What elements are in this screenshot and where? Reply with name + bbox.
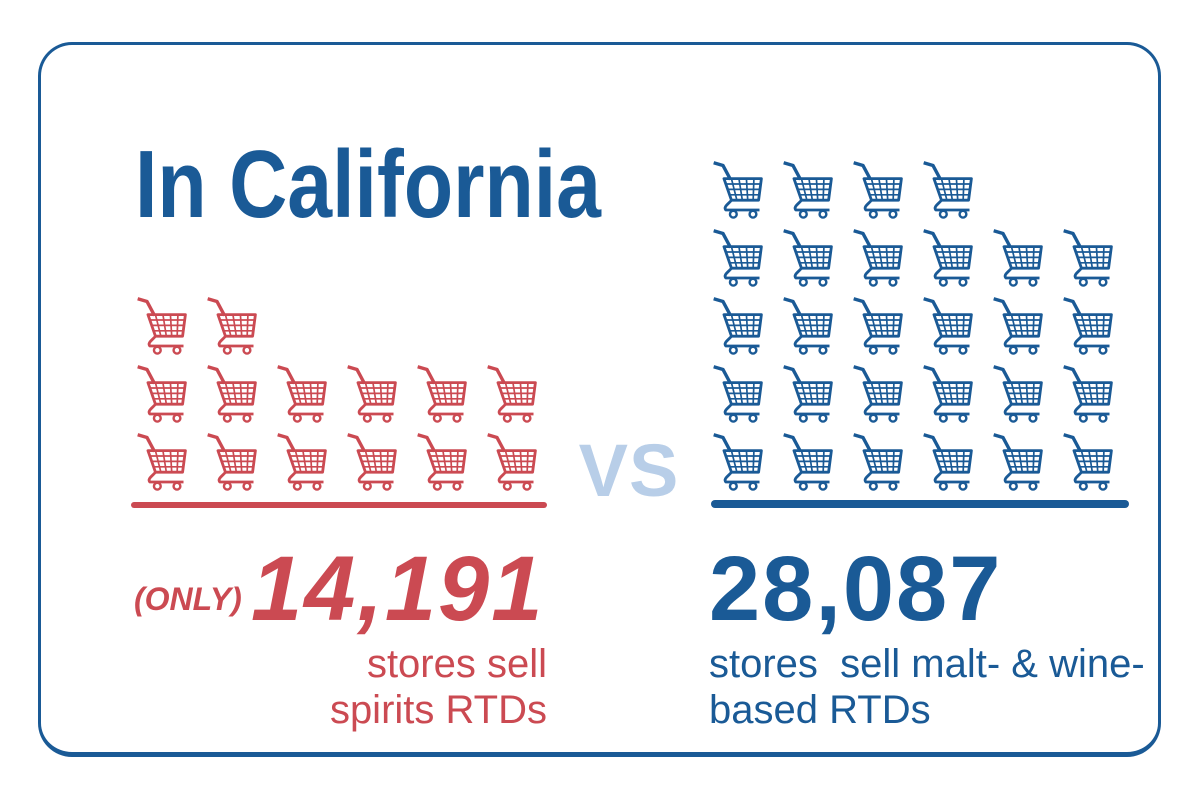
malt-wine-count: 28,087 [709, 538, 1003, 640]
shopping-cart-icon [277, 433, 327, 491]
shopping-cart-icon [713, 161, 763, 219]
malt-wine-label: stores sell malt- & wine- based RTDs [709, 642, 1145, 732]
shopping-cart-icon [783, 433, 833, 491]
cart-row [133, 361, 541, 423]
shopping-cart-icon [277, 365, 327, 423]
shopping-cart-icon [783, 161, 833, 219]
shopping-cart-icon [993, 297, 1043, 355]
shopping-cart-icon [137, 297, 187, 355]
shopping-cart-icon [993, 433, 1043, 491]
infographic-card: In California VS (ONLY) 14,191 stores se… [38, 42, 1161, 757]
shopping-cart-icon [1063, 229, 1113, 287]
cart-row [709, 361, 1117, 423]
cart-row [709, 157, 1117, 219]
shopping-cart-icon [137, 365, 187, 423]
shopping-cart-icon [993, 365, 1043, 423]
shopping-cart-icon [417, 365, 467, 423]
shopping-cart-icon [853, 161, 903, 219]
cart-row [709, 225, 1117, 287]
page-title: In California [135, 131, 601, 238]
shopping-cart-icon [1063, 433, 1113, 491]
shopping-cart-icon [923, 229, 973, 287]
shopping-cart-icon [783, 297, 833, 355]
shopping-cart-icon [487, 365, 537, 423]
shopping-cart-icon [487, 433, 537, 491]
cart-row [133, 429, 541, 491]
shopping-cart-icon [1063, 365, 1113, 423]
only-qualifier: (ONLY) [134, 581, 242, 617]
shopping-cart-icon [1063, 297, 1113, 355]
shopping-cart-icon [923, 297, 973, 355]
spirits-cart-grid [133, 293, 541, 497]
shopping-cart-icon [713, 365, 763, 423]
spirits-label: stores sell spirits RTDs [329, 642, 547, 732]
shopping-cart-icon [923, 433, 973, 491]
shopping-cart-icon [853, 297, 903, 355]
shopping-cart-icon [853, 365, 903, 423]
cart-row [133, 293, 541, 355]
shopping-cart-icon [713, 433, 763, 491]
shopping-cart-icon [713, 229, 763, 287]
shopping-cart-icon [207, 433, 257, 491]
cart-row [709, 429, 1117, 491]
cart-row [709, 293, 1117, 355]
shopping-cart-icon [993, 229, 1043, 287]
shopping-cart-icon [207, 365, 257, 423]
shopping-cart-icon [783, 229, 833, 287]
shopping-cart-icon [207, 297, 257, 355]
shopping-cart-icon [853, 229, 903, 287]
shopping-cart-icon [923, 365, 973, 423]
vs-label: VS [578, 429, 680, 512]
spirits-divider [131, 502, 547, 508]
shopping-cart-icon [347, 365, 397, 423]
malt-wine-cart-grid [709, 157, 1117, 497]
shopping-cart-icon [137, 433, 187, 491]
shopping-cart-icon [417, 433, 467, 491]
malt-wine-divider [711, 500, 1129, 508]
spirits-count: 14,191 [251, 538, 545, 640]
shopping-cart-icon [923, 161, 973, 219]
shopping-cart-icon [783, 365, 833, 423]
shopping-cart-icon [347, 433, 397, 491]
shopping-cart-icon [853, 433, 903, 491]
shopping-cart-icon [713, 297, 763, 355]
